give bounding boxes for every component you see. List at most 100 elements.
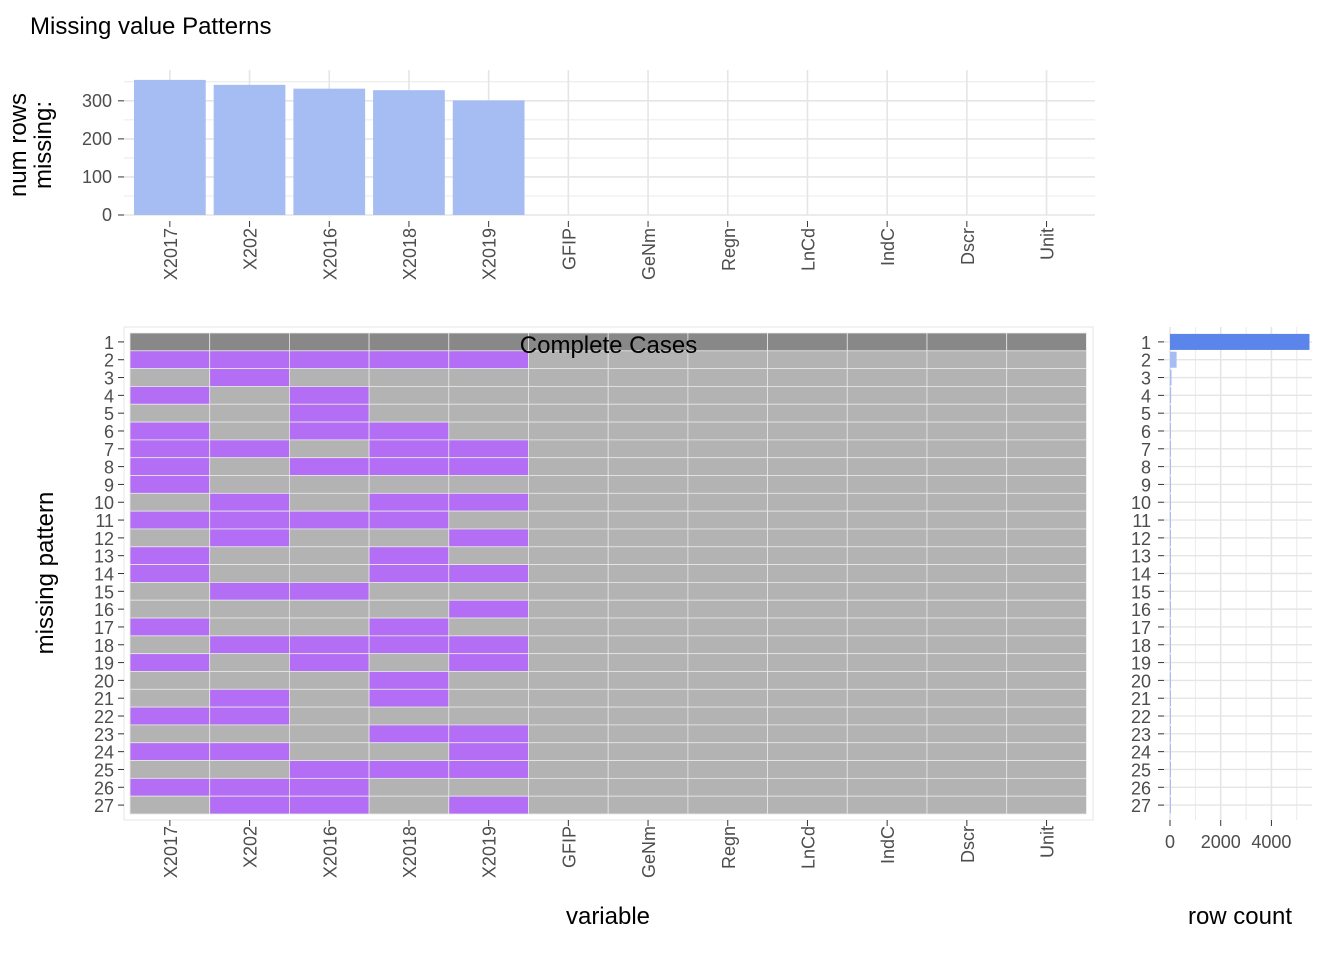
heatmap-ytick-label: 6	[104, 422, 114, 442]
heatmap-cell	[209, 777, 290, 797]
heatmap-cell	[846, 510, 928, 530]
row-count-bar	[1170, 636, 1171, 653]
heatmap-cell	[288, 706, 370, 726]
row-count-bar	[1170, 565, 1171, 582]
heatmap-cell	[528, 475, 609, 494]
heatmap-cell	[288, 777, 370, 797]
heatmap-cell	[448, 528, 529, 548]
row-count-bar	[1170, 797, 1171, 814]
heatmap-cell	[926, 421, 1008, 441]
heatmap-cell	[448, 724, 529, 744]
right-x-axis-title: row count	[1188, 903, 1292, 930]
row-count-bar	[1170, 743, 1171, 760]
right-ytick-label: 12	[1131, 529, 1151, 549]
heatmap-cell	[528, 492, 609, 512]
heatmap-cell	[209, 653, 290, 672]
heatmap-cell	[448, 582, 529, 601]
heatmap-cell	[767, 635, 848, 655]
heatmap-cell	[288, 688, 370, 708]
heatmap-cell	[1006, 760, 1087, 779]
heatmap-cell	[1006, 653, 1087, 672]
heatmap-cell	[687, 617, 769, 637]
heatmap-cell	[368, 706, 450, 726]
row-count-bar	[1170, 369, 1172, 386]
heatmap-cell	[129, 528, 211, 548]
heatmap-cell	[846, 795, 928, 815]
heatmap-cell	[528, 528, 609, 548]
chart-title: Missing value Patterns	[30, 13, 271, 40]
heatmap-cell	[288, 599, 370, 619]
top-ytick-label: 0	[102, 205, 112, 225]
heatmap-cell	[288, 475, 370, 494]
right-ytick-label: 1	[1141, 333, 1151, 353]
heatmap-cell	[846, 671, 928, 690]
heatmap-cell	[767, 457, 848, 476]
heatmap-cell	[926, 671, 1008, 690]
heatmap-cell	[687, 760, 769, 779]
heatmap-cell	[846, 546, 928, 565]
right-xtick-label: 0	[1165, 832, 1175, 852]
heatmap-cell	[129, 403, 211, 423]
heatmap-cell	[288, 386, 370, 405]
right-ytick-label: 23	[1131, 725, 1151, 745]
heatmap-cell	[687, 386, 769, 405]
heatmap-cell	[1006, 582, 1087, 601]
complete-cases-label: Complete Cases	[520, 332, 697, 359]
heatmap-cell	[368, 457, 450, 476]
heatmap-cell	[687, 492, 769, 512]
heatmap-cell	[209, 528, 290, 548]
top-bar	[213, 84, 286, 215]
heatmap-ytick-label: 1	[104, 333, 114, 353]
heatmap-cell	[687, 599, 769, 619]
heatmap-cell	[209, 564, 290, 583]
heatmap-ytick-label: 21	[94, 689, 114, 709]
heatmap-cell	[448, 777, 529, 797]
heatmap-ytick-label: 4	[104, 386, 114, 406]
heatmap-cell	[687, 475, 769, 494]
right-ytick-label: 10	[1131, 493, 1151, 513]
row-count-bar	[1170, 458, 1171, 475]
heatmap-xtick-label: X2017	[161, 826, 181, 878]
row-count-bar	[1170, 618, 1171, 635]
heatmap-cell	[129, 688, 211, 708]
heatmap-cell	[767, 386, 848, 405]
heatmap-cell	[368, 439, 450, 459]
heatmap-cell	[846, 368, 928, 387]
heatmap-ytick-label: 9	[104, 475, 114, 495]
heatmap-cell	[528, 617, 609, 637]
heatmap-cell	[767, 599, 848, 619]
heatmap-y-axis-title: missing pattern	[32, 492, 59, 655]
heatmap-cell	[1006, 635, 1087, 655]
heatmap-cell	[846, 653, 928, 672]
heatmap-cell	[368, 795, 450, 815]
heatmap-cell	[368, 386, 450, 405]
heatmap-cell	[209, 599, 290, 619]
heatmap-cell	[846, 760, 928, 779]
row-count-bar	[1170, 761, 1171, 778]
heatmap-cell	[1006, 599, 1087, 619]
heatmap-cell	[687, 653, 769, 672]
heatmap-xtick-label: X2018	[400, 826, 420, 878]
heatmap-cell	[1006, 350, 1087, 370]
heatmap-cell	[1006, 492, 1087, 512]
heatmap-cell	[1006, 528, 1087, 548]
heatmap-cell	[926, 403, 1008, 423]
row-count-bar-chart: 1234567891011121314151617181920212223242…	[1131, 327, 1312, 930]
heatmap-ytick-label: 25	[94, 760, 114, 780]
top-xtick-label: GeNm	[639, 228, 659, 280]
heatmap-xtick-label: X2019	[480, 826, 500, 878]
right-ytick-label: 20	[1131, 671, 1151, 691]
heatmap-cell	[1006, 439, 1087, 459]
heatmap-ytick-label: 10	[94, 493, 114, 513]
heatmap-cell	[209, 457, 290, 476]
heatmap-cell	[926, 368, 1008, 387]
heatmap-cell	[926, 386, 1008, 405]
heatmap-ytick-label: 26	[94, 778, 114, 798]
heatmap-cell	[926, 635, 1008, 655]
heatmap-cell	[607, 777, 689, 797]
heatmap-cell	[288, 439, 370, 459]
heatmap-cell	[129, 760, 211, 779]
heatmap-cell	[129, 671, 211, 690]
heatmap-cell	[528, 582, 609, 601]
heatmap-cell	[528, 688, 609, 708]
